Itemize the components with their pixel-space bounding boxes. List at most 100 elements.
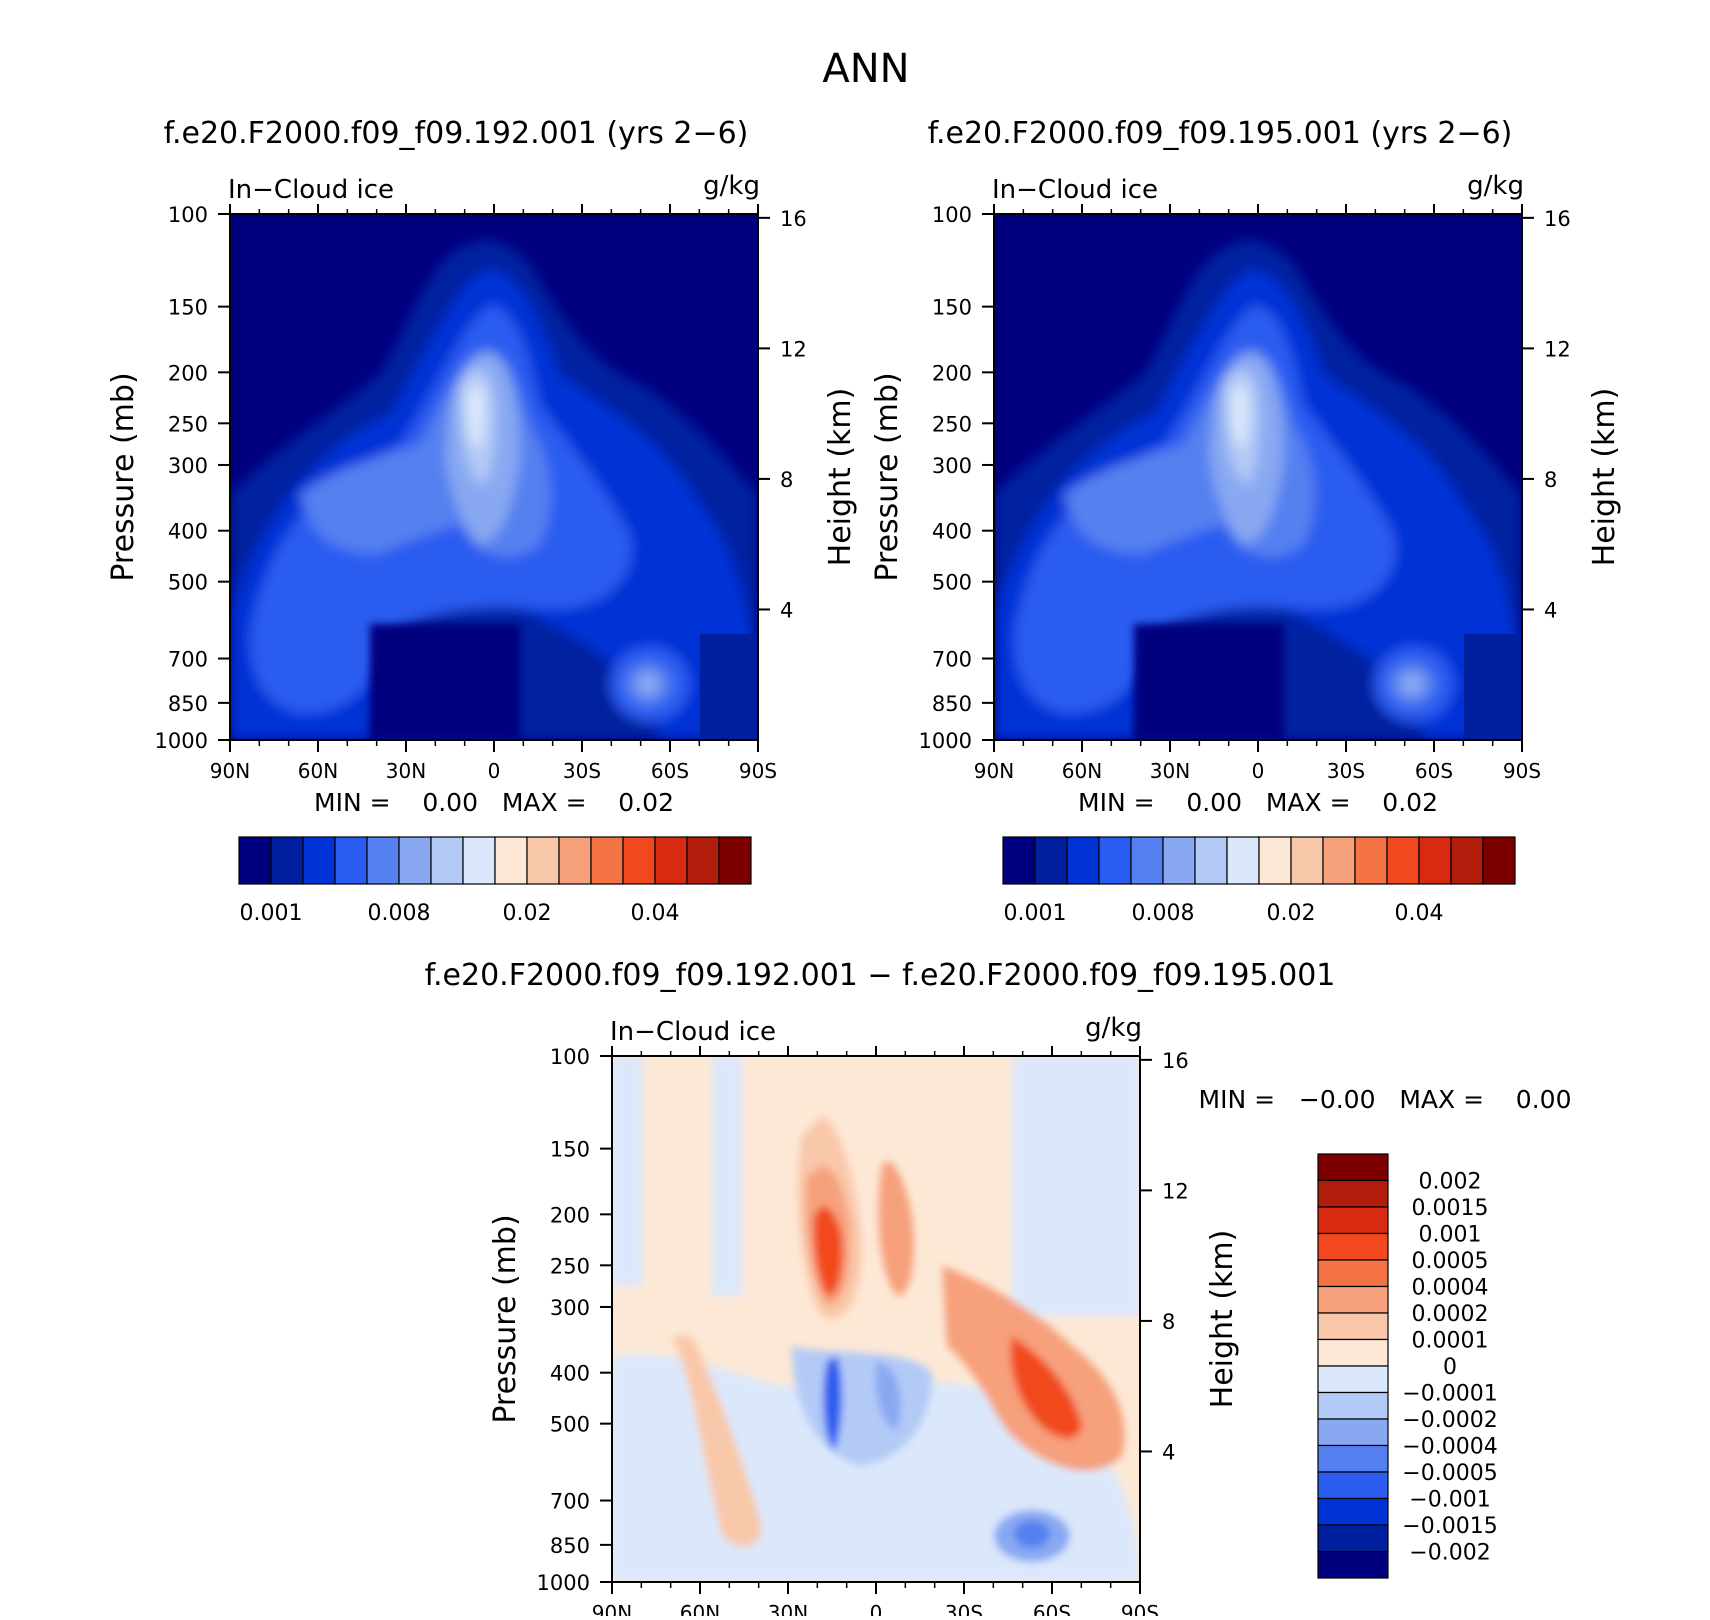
colorbar-box — [1317, 1550, 1389, 1579]
colorbar-label: 0.04 — [1395, 901, 1444, 926]
colorbar-box — [590, 836, 624, 885]
x-tick-label: 0 — [488, 759, 501, 783]
y-tick-label: 500 — [550, 1413, 590, 1437]
x-tick-label: 60N — [298, 759, 338, 783]
colorbar-label: 0.02 — [503, 901, 552, 926]
y-tick-label: 850 — [550, 1534, 590, 1558]
panel-2-var-label: In−Cloud ice — [992, 175, 1158, 205]
colorbar-label: −0.0002 — [1402, 1408, 1497, 1433]
y-tick-label: 100 — [932, 203, 972, 227]
colorbar-label: 0.02 — [1267, 901, 1316, 926]
y-tick-label: 400 — [932, 520, 972, 544]
y2-axis-label: Height (km) — [823, 388, 858, 567]
colorbar-box — [430, 836, 464, 885]
colorbar-label: 0.0002 — [1412, 1302, 1489, 1327]
y-tick-label: 1000 — [919, 729, 972, 753]
colorbar-box — [1066, 836, 1100, 885]
colorbar-box — [1482, 836, 1516, 885]
y-tick-label: 150 — [932, 296, 972, 320]
colorbar-box — [494, 836, 528, 885]
panel-2-colorbar — [1002, 836, 1516, 885]
panel-3: f.e20.F2000.f09_f09.192.001 − f.e20.F200… — [425, 958, 1572, 1620]
colorbar-box — [718, 836, 752, 885]
x-tick-label: 60S — [1415, 759, 1453, 783]
colorbar-box — [1034, 836, 1068, 885]
x-tick-label: 0 — [1252, 759, 1265, 783]
y2-tick-label: 4 — [1162, 1440, 1175, 1464]
colorbar-label: 0.0001 — [1412, 1329, 1489, 1354]
y-tick-label: 300 — [932, 454, 972, 478]
colorbar-label: 0.0005 — [1412, 1249, 1489, 1274]
colorbar-box — [1317, 1391, 1389, 1420]
y-tick-label: 850 — [932, 692, 972, 716]
y-tick-label: 400 — [550, 1362, 590, 1386]
y2-tick-label: 16 — [1162, 1049, 1189, 1073]
y2-tick-label: 8 — [780, 468, 793, 492]
colorbar-box — [302, 836, 336, 885]
y-tick-label: 500 — [168, 571, 208, 595]
colorbar-box — [1226, 836, 1260, 885]
x-tick-label: 90S — [1503, 759, 1541, 783]
colorbar-box — [1317, 1232, 1389, 1261]
colorbar-label: 0.008 — [368, 901, 431, 926]
colorbar-label: 0.04 — [631, 901, 680, 926]
colorbar-box — [1317, 1471, 1389, 1500]
colorbar-box — [1317, 1497, 1389, 1526]
y2-axis-label: Height (km) — [1587, 388, 1622, 567]
colorbar-label: 0.0004 — [1412, 1276, 1489, 1301]
panel-1-min-max: MIN = 0.00 MAX = 0.02 — [314, 788, 674, 817]
panel-3-title: f.e20.F2000.f09_f09.192.001 − f.e20.F200… — [425, 958, 1336, 993]
colorbar-box — [1317, 1206, 1389, 1235]
colorbar-box — [462, 836, 496, 885]
panel-1-var-label: In−Cloud ice — [228, 175, 394, 205]
colorbar-box — [654, 836, 688, 885]
colorbar-label: 0 — [1443, 1355, 1457, 1380]
colorbar-box — [1317, 1259, 1389, 1288]
colorbar-box — [1354, 836, 1388, 885]
y-axis-label: Pressure (mb) — [106, 372, 141, 581]
y-tick-label: 200 — [550, 1203, 590, 1227]
colorbar-box — [1418, 836, 1452, 885]
y2-tick-label: 8 — [1544, 468, 1557, 492]
colorbar-label: −0.0015 — [1402, 1514, 1497, 1539]
y-tick-label: 200 — [932, 361, 972, 385]
colorbar-box — [1317, 1524, 1389, 1553]
colorbar-box — [1317, 1365, 1389, 1394]
panel-1-units: g/kg — [703, 171, 760, 201]
colorbar-box — [558, 836, 592, 885]
figure-title: ANN — [822, 46, 909, 92]
y-tick-label: 200 — [168, 361, 208, 385]
colorbar-box — [1162, 836, 1196, 885]
colorbar-box — [1450, 836, 1484, 885]
x-tick-label: 90S — [1121, 1601, 1159, 1616]
y-tick-label: 150 — [168, 296, 208, 320]
y-tick-label: 850 — [168, 692, 208, 716]
x-tick-label: 60N — [1062, 759, 1102, 783]
y-tick-label: 150 — [550, 1138, 590, 1162]
y-tick-label: 700 — [168, 648, 208, 672]
y-tick-label: 1000 — [155, 729, 208, 753]
colorbar-box — [1130, 836, 1164, 885]
colorbar-label: −0.002 — [1409, 1541, 1490, 1566]
panel-1-plot-area — [230, 214, 758, 740]
x-tick-label: 30N — [768, 1601, 808, 1616]
colorbar-box — [526, 836, 560, 885]
x-tick-label: 60S — [1033, 1601, 1071, 1616]
colorbar-box — [398, 836, 432, 885]
colorbar-box — [1386, 836, 1420, 885]
colorbar-box — [1317, 1338, 1389, 1367]
colorbar-box — [686, 836, 720, 885]
y-axis-label: Pressure (mb) — [870, 372, 905, 581]
colorbar-box — [1317, 1418, 1389, 1447]
x-tick-label: 30S — [1327, 759, 1365, 783]
panel-3-units: g/kg — [1085, 1013, 1142, 1043]
colorbar-box — [622, 836, 656, 885]
y-tick-label: 300 — [550, 1296, 590, 1320]
colorbar-box — [238, 836, 272, 885]
panel-2-title: f.e20.F2000.f09_f09.195.001 (yrs 2−6) — [928, 116, 1513, 151]
colorbar-box — [1317, 1444, 1389, 1473]
colorbar-box — [1317, 1285, 1389, 1314]
y2-tick-label: 16 — [780, 207, 807, 231]
y-tick-label: 100 — [550, 1045, 590, 1069]
y2-tick-label: 8 — [1162, 1310, 1175, 1334]
